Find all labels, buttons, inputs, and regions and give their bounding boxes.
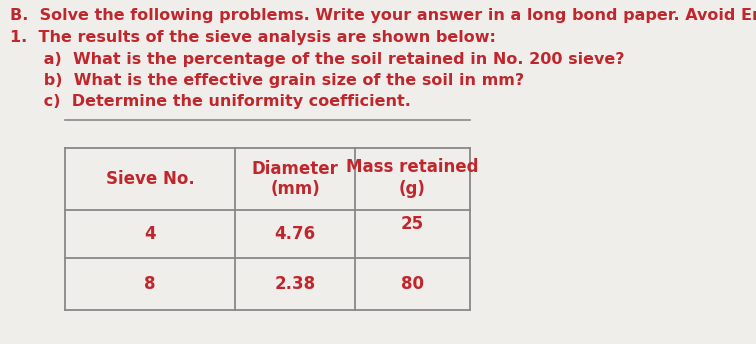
Text: 25: 25 — [401, 215, 424, 233]
Text: B.  Solve the following problems. Write your answer in a long bond paper. Avoid : B. Solve the following problems. Write y… — [10, 8, 756, 23]
Text: b)  What is the effective grain size of the soil in mm?: b) What is the effective grain size of t… — [10, 73, 524, 88]
Text: 8: 8 — [144, 275, 156, 293]
Text: 2.38: 2.38 — [274, 275, 315, 293]
Text: 80: 80 — [401, 275, 424, 293]
Text: (mm): (mm) — [270, 180, 320, 198]
Text: Diameter: Diameter — [252, 160, 339, 178]
Text: (g): (g) — [399, 180, 426, 198]
Text: c)  Determine the uniformity coefficient.: c) Determine the uniformity coefficient. — [10, 94, 411, 109]
Text: 4.76: 4.76 — [274, 225, 315, 243]
Text: a)  What is the percentage of the soil retained in No. 200 sieve?: a) What is the percentage of the soil re… — [10, 52, 624, 67]
Text: Mass retained: Mass retained — [346, 158, 479, 176]
Text: Sieve No.: Sieve No. — [106, 170, 194, 188]
Text: 4: 4 — [144, 225, 156, 243]
Text: 1.  The results of the sieve analysis are shown below:: 1. The results of the sieve analysis are… — [10, 30, 496, 45]
